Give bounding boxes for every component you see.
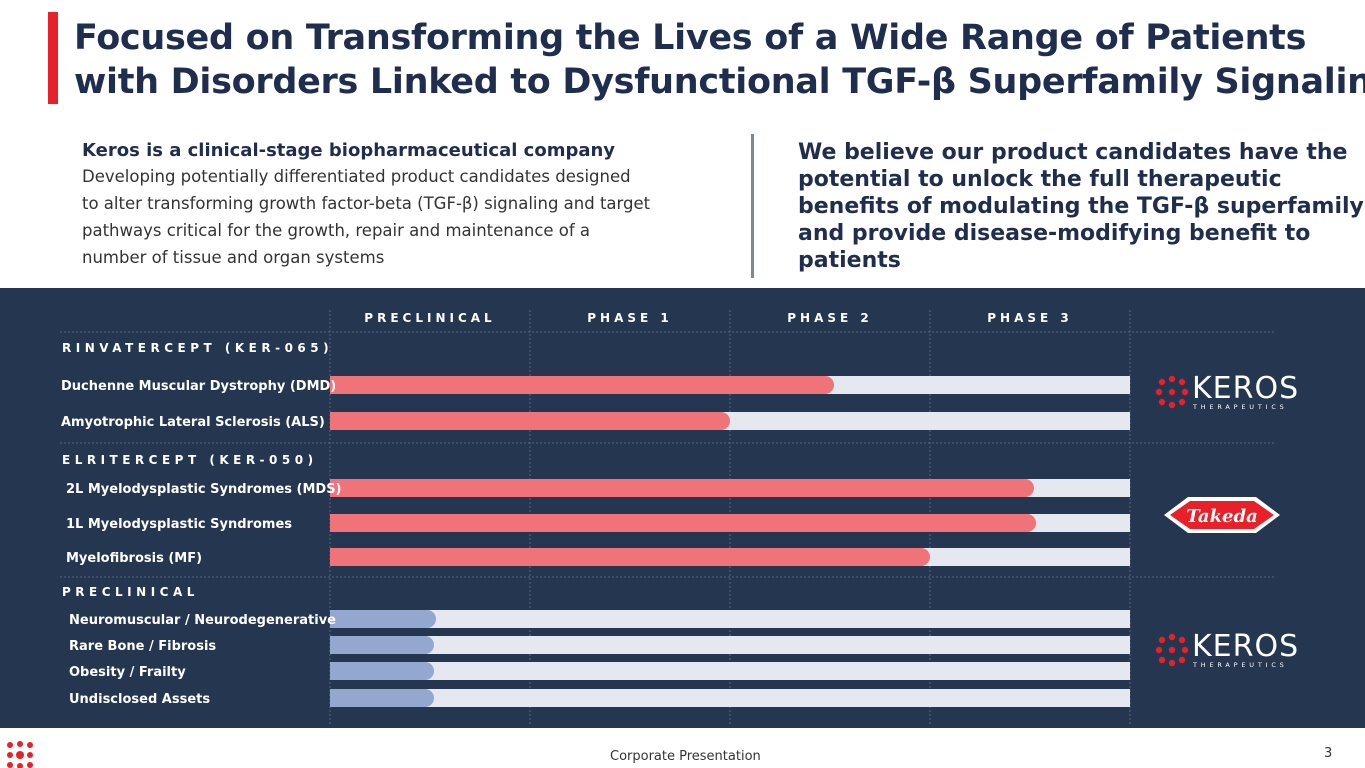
- group-name: PRECLINICAL: [62, 585, 199, 599]
- phase-label: PHASE 1: [587, 311, 673, 325]
- row-label: Rare Bone / Fibrosis: [69, 639, 216, 654]
- body-line: pathways critical for the growth, repair…: [82, 221, 591, 240]
- progress-bar: [330, 479, 1034, 497]
- pipeline-panel: PRECLINICAL PHASE 1 PHASE 2 PHASE 3 RINVATER…: [0, 288, 1365, 728]
- progress-bar-edge: [330, 636, 342, 654]
- title: Focused on Transforming the Lives of a W…: [74, 16, 1365, 104]
- logo-dot: [1168, 388, 1176, 396]
- track: [330, 636, 1130, 654]
- statement-line: benefits of modulating the TGF-β superfa…: [798, 194, 1364, 219]
- row-label: Myelofibrosis (MF): [66, 551, 202, 566]
- progress-bar-edge: [330, 479, 342, 497]
- progress-bar-edge: [330, 514, 342, 532]
- progress-bar: [330, 412, 730, 430]
- group-name: RINVATERCEPT (KER-065): [62, 341, 333, 355]
- statement-line: and provide disease-modifying benefit to: [798, 221, 1311, 246]
- footer-text: Corporate Presentation: [610, 749, 761, 764]
- group-name: ELRITERCEPT (KER-050): [62, 453, 318, 467]
- track: [330, 610, 1130, 628]
- logo-dot: [1155, 388, 1163, 396]
- intro-body: Developing potentially differentiated pr…: [82, 163, 650, 271]
- progress-bar: [330, 376, 834, 394]
- progress-bar: [330, 689, 434, 707]
- logo-name: KEROS: [1192, 371, 1299, 406]
- title-line: Focused on Transforming the Lives of a W…: [74, 18, 1307, 58]
- body-line: number of tissue and organ systems: [82, 248, 385, 267]
- logo-dot: [1181, 646, 1189, 654]
- progress-bar: [330, 662, 434, 680]
- page-number: 3: [1324, 746, 1333, 761]
- progress-bar-edge: [330, 376, 342, 394]
- logo-sub: THERAPEUTICS: [1192, 403, 1288, 411]
- statement-line: potential to unlock the full therapeutic: [798, 167, 1282, 192]
- logo-dot: [1178, 636, 1186, 644]
- phase-label: PHASE 3: [987, 311, 1073, 325]
- row-label: Obesity / Frailty: [69, 665, 186, 680]
- track: [330, 662, 1130, 680]
- statement: We believe our product candidates have t…: [798, 139, 1364, 274]
- footer-logo: [7, 741, 33, 768]
- partner-logo: Takeda: [1164, 497, 1280, 533]
- progress-bar-edge: [330, 662, 342, 680]
- logo-dot: [1158, 636, 1166, 644]
- statement-line: We believe our product candidates have t…: [798, 140, 1348, 165]
- track: [330, 689, 1130, 707]
- title-line: with Disorders Linked to Dysfunctional T…: [74, 62, 1365, 102]
- row-label: 1L Myelodysplastic Syndromes: [66, 517, 292, 532]
- logo-dot: [1178, 398, 1186, 406]
- row-label: Amyotrophic Lateral Sclerosis (ALS): [61, 415, 325, 430]
- logo-dot: [1168, 659, 1176, 667]
- logo-name: KEROS: [1192, 629, 1299, 664]
- logo-badge-inner: [1170, 501, 1274, 529]
- logo-dot: [1178, 378, 1186, 386]
- logo-dot: [1168, 633, 1176, 641]
- progress-bar: [330, 610, 436, 628]
- body-line: to alter transforming growth factor-beta…: [82, 194, 651, 213]
- row-label: 2L Myelodysplastic Syndromes (MDS): [66, 482, 342, 497]
- progress-bar-edge: [330, 412, 342, 430]
- logo-dot: [1168, 375, 1176, 383]
- accent-bar: [48, 12, 58, 104]
- row-label: Neuromuscular / Neurodegenerative: [69, 613, 336, 628]
- logo-dot: [1181, 388, 1189, 396]
- progress-bar-edge: [330, 689, 342, 707]
- logo-dot: [1158, 656, 1166, 664]
- body-line: Developing potentially differentiated pr…: [82, 167, 631, 186]
- logo-dot: [1158, 398, 1166, 406]
- logo-dot: [1155, 646, 1163, 654]
- row-label: Duchenne Muscular Dystrophy (DMD): [61, 379, 336, 394]
- progress-bar: [330, 548, 930, 566]
- phase-label: PHASE 2: [787, 311, 873, 325]
- row-label: Undisclosed Assets: [69, 692, 210, 707]
- progress-bar-edge: [330, 610, 342, 628]
- divider: [751, 134, 754, 278]
- logo-dot: [1178, 656, 1186, 664]
- logo-dot: [1158, 378, 1166, 386]
- pipeline-chart: PRECLINICAL PHASE 1 PHASE 2 PHASE 3 RINVATER…: [60, 310, 1299, 726]
- statement-line: patients: [798, 248, 901, 273]
- progress-bar: [330, 636, 434, 654]
- logo-name: Takeda: [1186, 506, 1258, 527]
- logo-sub: THERAPEUTICS: [1192, 661, 1288, 669]
- logo-dot: [1168, 646, 1176, 654]
- progress-bar: [330, 514, 1036, 532]
- progress-bar-edge: [330, 548, 342, 566]
- logo-dot: [1168, 401, 1176, 409]
- intro-heading: Keros is a clinical-stage biopharmaceuti…: [82, 140, 616, 161]
- phase-label: PRECLINICAL: [364, 311, 495, 325]
